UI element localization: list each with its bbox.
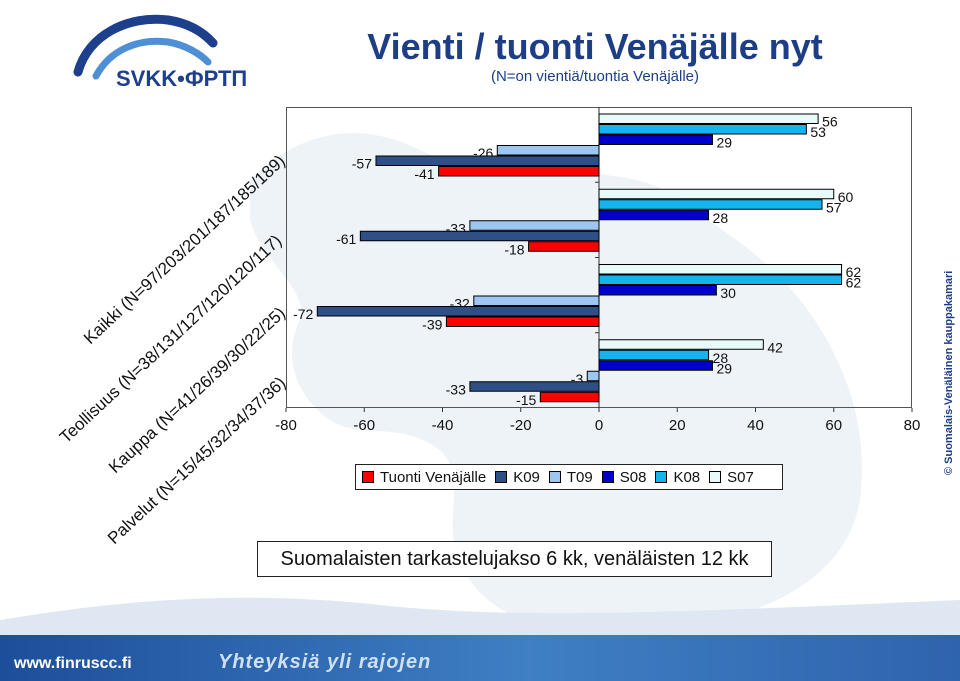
footer-bar: www.finruscc.fi Yhteyksiä yli rajojen [0, 635, 960, 681]
bar-k08 [598, 124, 807, 135]
x-tick-label: -20 [510, 417, 532, 434]
data-label-s08: 28 [713, 210, 729, 226]
data-label-k08: 53 [810, 124, 826, 140]
bar-k08 [598, 199, 823, 210]
data-label-tuonti-ven-j-lle: -39 [422, 317, 442, 333]
data-label-k08: 62 [846, 275, 862, 291]
legend-swatch-t09 [548, 471, 561, 483]
logo-text: SVKK•ФРТП [116, 66, 248, 91]
data-label-s08: 29 [716, 135, 732, 151]
bar-s08 [598, 134, 713, 145]
chart-legend: Tuonti Venäjälle K09 T09 S08 K08 S07 [355, 464, 783, 490]
bar-s07 [598, 113, 819, 124]
x-tick-label: 60 [825, 417, 842, 434]
copyright-text: © Suomalais-Venäläinen kauppakamari [943, 270, 955, 475]
legend-item-s07: S07 [709, 469, 754, 486]
data-label-k08: 28 [713, 350, 729, 366]
bar-t09 [473, 295, 600, 306]
data-label-tuonti-ven-j-lle: -15 [516, 392, 536, 408]
bar-k08 [598, 274, 843, 285]
bar-tuonti-ven-j-lle [445, 316, 600, 327]
bar-s08 [598, 360, 713, 371]
legend-item-k09: K09 [495, 469, 540, 486]
bar-k09 [316, 306, 600, 317]
bar-k09 [359, 230, 600, 242]
data-label-s07: 42 [767, 339, 783, 355]
bar-s07 [598, 188, 835, 200]
x-tick-label: -40 [432, 417, 454, 434]
legend-swatch-tuonti [362, 471, 374, 483]
data-label-s08: 30 [720, 285, 736, 301]
svkk-logo [73, 14, 218, 80]
bar-tuonti-ven-j-lle [528, 241, 600, 252]
legend-item-t09: T09 [548, 468, 593, 486]
data-label-tuonti-ven-j-lle: -18 [504, 241, 524, 257]
bar-tuonti-ven-j-lle [539, 391, 600, 403]
legend-swatch-s08 [601, 471, 614, 483]
data-label-tuonti-ven-j-lle: -41 [414, 166, 434, 182]
legend-swatch-k08 [655, 471, 668, 483]
x-tick-label: 80 [904, 417, 921, 434]
bar-t09 [496, 145, 600, 156]
bar-tuonti-ven-j-lle [438, 166, 600, 177]
bar-k09 [375, 155, 600, 166]
legend-label-k09: K09 [513, 468, 540, 486]
footer-url: www.finruscc.fi [14, 655, 132, 672]
legend-item-k08: K08 [655, 469, 700, 486]
legend-label-s08: S08 [619, 468, 647, 486]
data-label-k09: -57 [352, 156, 372, 172]
bar-t09 [586, 370, 600, 382]
legend-swatch-s07 [709, 471, 722, 483]
x-tick-label: -60 [353, 417, 375, 434]
data-label-s07: 62 [846, 264, 862, 280]
bar-k08 [598, 349, 710, 361]
x-tick-label: 40 [747, 417, 764, 434]
data-label-k09: -72 [293, 306, 313, 322]
data-label-k09: -61 [336, 231, 356, 247]
bar-k09 [469, 381, 600, 392]
data-label-s07: 60 [838, 189, 854, 205]
data-label-s08: 29 [716, 360, 732, 376]
legend-item-s08: S08 [601, 468, 647, 486]
legend-label-k08: K08 [673, 468, 701, 486]
legend-label-s07: S07 [727, 468, 754, 486]
data-label-k09: -33 [446, 381, 466, 397]
page-subtitle: (N=on vientiä/tuontia Venäjälle) [490, 68, 700, 85]
x-tick-label: -80 [275, 417, 297, 434]
bar-s07 [598, 264, 843, 275]
period-note: Suomalaisten tarkastelujakso 6 kk, venäl… [257, 541, 772, 577]
x-tick-label: 20 [669, 417, 686, 434]
data-label-k08: 57 [826, 199, 842, 215]
legend-label-tuonti: Tuonti Venäjälle [380, 468, 487, 486]
bar-s08 [598, 285, 717, 296]
bar-s07 [598, 339, 764, 350]
page-title: Vienti / tuonti Venäjälle nyt [367, 26, 823, 67]
footer-slogan: Yhteyksiä yli rajojen [218, 651, 432, 673]
legend-label-t09: T09 [566, 468, 593, 486]
x-tick-label: 0 [595, 417, 603, 434]
data-label-s07: 56 [822, 114, 838, 130]
legend-item-tuonti: Tuonti Venäjälle [362, 469, 486, 486]
legend-swatch-k09 [495, 471, 508, 483]
bar-s08 [598, 209, 710, 221]
bar-t09 [469, 220, 600, 231]
